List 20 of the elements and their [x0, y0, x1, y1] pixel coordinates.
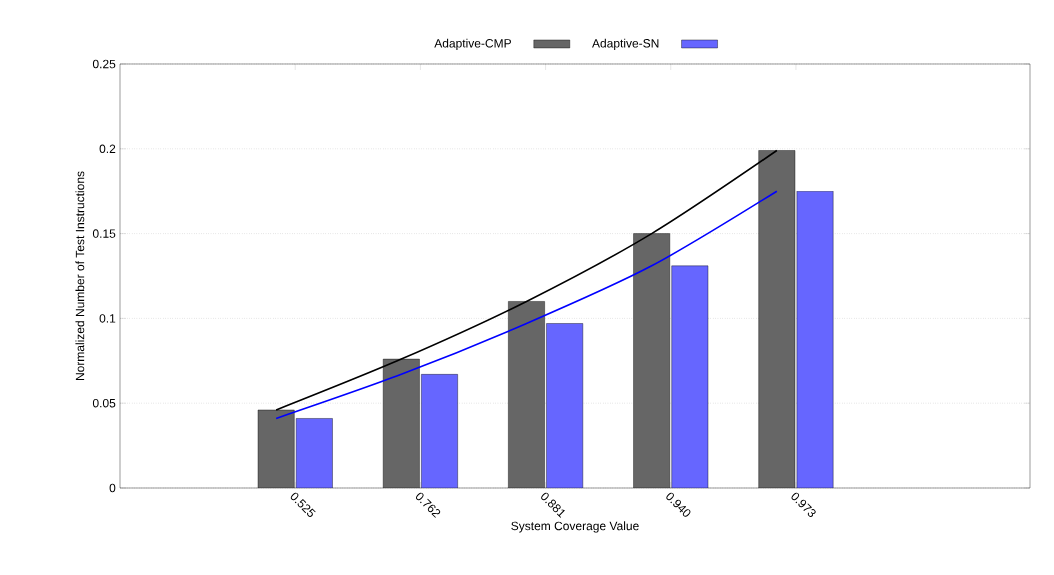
- y-tick-label: 0.1: [99, 314, 116, 323]
- bar: [421, 374, 458, 488]
- y-tick-label: 0.15: [92, 229, 116, 238]
- bar: [546, 323, 584, 488]
- bar: [796, 191, 834, 488]
- y-tick-label: 0.2: [99, 144, 116, 154]
- y-tick-label: 0: [109, 483, 116, 493]
- line-series: [275, 190, 778, 420]
- bar: [257, 409, 295, 488]
- bar: [295, 418, 333, 488]
- bar: [633, 233, 671, 488]
- bar: [671, 265, 709, 488]
- y-tick-label: 0.25: [92, 59, 116, 69]
- legend-label: Adaptive-SN: [592, 38, 659, 50]
- legend-label: Adaptive-CMP: [434, 38, 511, 50]
- bar: [382, 358, 420, 488]
- y-axis-title: Normalized Number of Test Instructions: [75, 171, 85, 381]
- y-tick-label: 0.05: [92, 398, 116, 408]
- bar: [758, 150, 796, 488]
- x-axis-title: System Coverage Value: [511, 521, 639, 533]
